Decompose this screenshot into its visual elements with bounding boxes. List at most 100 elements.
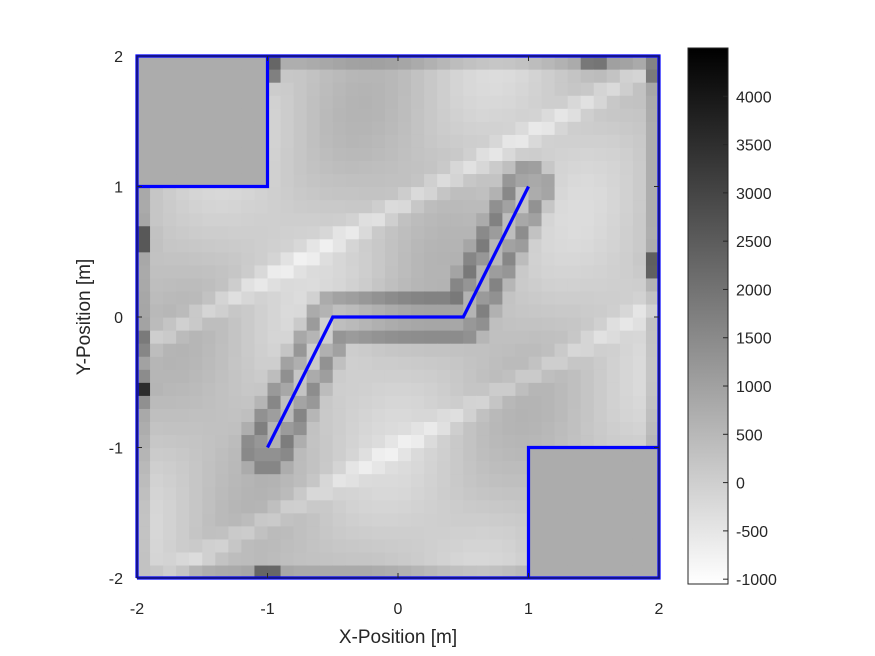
heatmap-cell [502, 95, 517, 109]
heatmap-cell [515, 264, 530, 279]
heatmap-cell [241, 330, 256, 344]
heatmap-cell [241, 199, 256, 214]
heatmap-cell [202, 369, 216, 383]
heatmap-cell [332, 382, 347, 396]
heatmap-cell [332, 356, 347, 370]
heatmap-cell [202, 330, 216, 344]
heatmap-cell [580, 525, 595, 540]
heatmap-cell [515, 408, 530, 422]
heatmap-cell [450, 486, 464, 501]
heatmap-cell [567, 382, 582, 396]
heatmap-cell [554, 538, 569, 553]
heatmap-cell [593, 317, 608, 331]
heatmap-cell [176, 330, 190, 344]
heatmap-cell [150, 56, 164, 70]
heatmap-cell [645, 538, 659, 553]
heatmap-cell [345, 421, 360, 436]
heatmap-cell [358, 343, 373, 357]
heatmap-cell [150, 317, 164, 331]
heatmap-cell [332, 317, 347, 331]
heatmap-cell [202, 82, 216, 96]
heatmap-cell [228, 525, 242, 540]
heatmap-cell [541, 186, 556, 201]
heatmap-cell [476, 173, 490, 188]
heatmap-cell [280, 317, 295, 331]
heatmap-cell [319, 238, 334, 253]
heatmap-cell [645, 82, 659, 96]
heatmap-cell [528, 160, 543, 175]
heatmap-cell [424, 56, 438, 70]
heatmap-cell [358, 486, 373, 501]
heatmap-cell [593, 277, 608, 292]
heatmap-cell [580, 95, 595, 109]
heatmap-cell [528, 303, 543, 318]
heatmap-cell [450, 369, 464, 383]
heatmap-cell [215, 56, 229, 70]
heatmap-cell [293, 95, 308, 109]
heatmap-cell [489, 225, 503, 240]
heatmap-cell [150, 121, 164, 135]
heatmap-cell [267, 108, 282, 122]
heatmap-cell [424, 369, 438, 383]
heatmap-cell [189, 317, 203, 331]
heatmap-cell [358, 317, 373, 331]
heatmap-cell [606, 564, 621, 578]
y-axis-label: Y-Position [m] [74, 259, 95, 376]
heatmap-cell [593, 56, 608, 70]
heatmap-cell [267, 303, 282, 318]
heatmap-cell [176, 473, 190, 488]
heatmap-cell [632, 564, 647, 578]
heatmap-cell [450, 551, 464, 566]
heatmap-cell [267, 343, 282, 357]
heatmap-cell [371, 512, 386, 527]
heatmap-cell [502, 499, 517, 514]
heatmap-cell [384, 317, 399, 331]
heatmap-cell [554, 369, 569, 383]
heatmap-cell [619, 147, 634, 161]
heatmap-cell [228, 251, 242, 266]
heatmap-cell [554, 395, 569, 409]
heatmap-cell [502, 369, 517, 383]
heatmap-cell [528, 69, 543, 83]
heatmap-cell [202, 225, 216, 240]
heatmap-cell [515, 343, 530, 357]
heatmap-cell [137, 56, 151, 70]
heatmap-cell [567, 147, 582, 161]
heatmap-cell [502, 486, 517, 501]
heatmap-cell [619, 343, 634, 357]
heatmap-cell [189, 434, 203, 449]
heatmap-cell [593, 408, 608, 422]
heatmap-cell [528, 108, 543, 122]
heatmap-cell [424, 82, 438, 96]
heatmap-cell [319, 512, 334, 527]
heatmap-cell [176, 564, 190, 578]
heatmap-cell [528, 564, 543, 578]
heatmap-cell [645, 512, 659, 527]
heatmap-cell [580, 173, 595, 188]
heatmap-cell [137, 317, 151, 331]
heatmap-cell [593, 330, 608, 344]
heatmap-cell [632, 460, 647, 475]
heatmap-cell [450, 564, 464, 578]
heatmap-cell [202, 499, 216, 514]
heatmap-cell [241, 290, 256, 305]
heatmap-cell [150, 369, 164, 383]
heatmap-cell [280, 303, 295, 318]
heatmap-cell [411, 264, 425, 279]
heatmap-cell [215, 134, 229, 148]
heatmap-cell [502, 56, 517, 70]
heatmap-cell [450, 277, 464, 292]
heatmap-cell [319, 447, 334, 462]
heatmap-cell [371, 186, 386, 201]
heatmap-cell [476, 147, 490, 161]
heatmap-cell [424, 434, 438, 449]
heatmap-cell [554, 564, 569, 578]
heatmap-cell [280, 538, 295, 553]
heatmap-cell [319, 121, 334, 135]
heatmap-cell [228, 395, 242, 409]
heatmap-cell [384, 277, 399, 292]
heatmap-cell [424, 199, 438, 214]
heatmap-cell [332, 434, 347, 449]
heatmap-cell [163, 434, 177, 449]
heatmap-cell [541, 382, 556, 396]
